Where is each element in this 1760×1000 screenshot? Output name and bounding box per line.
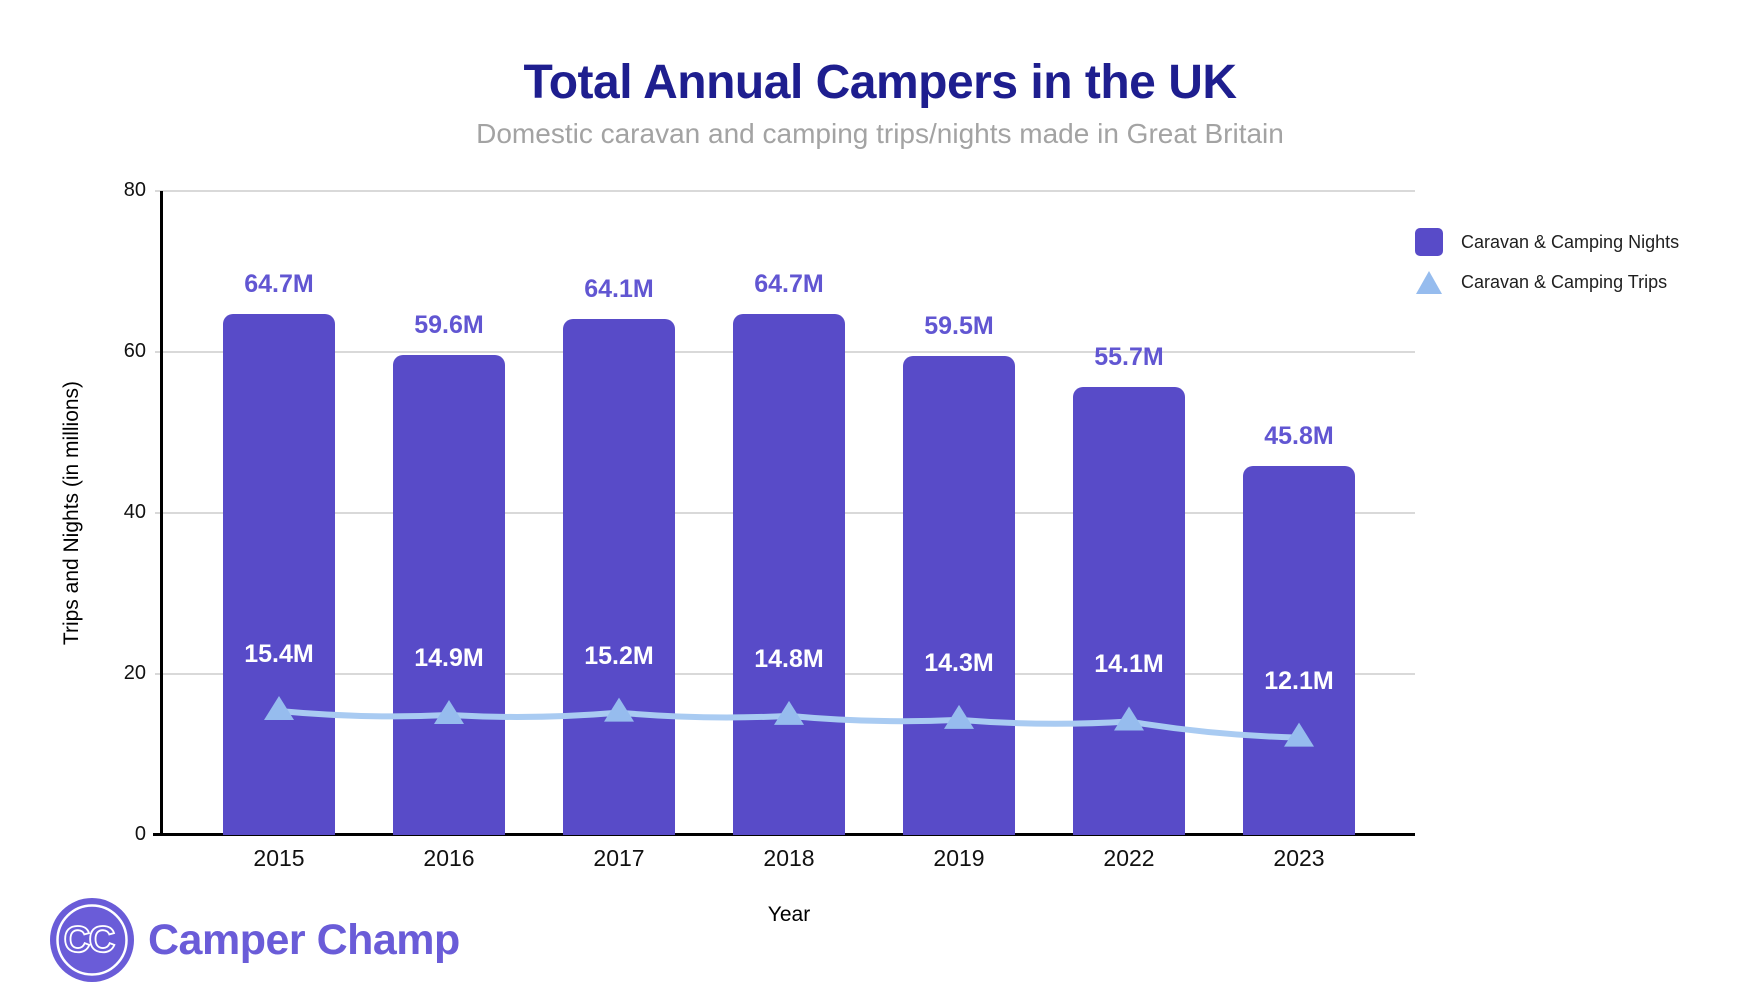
x-tick-label-2022: 2022 bbox=[1103, 845, 1155, 871]
trip-value-label-2016: 14.9M bbox=[414, 644, 484, 673]
bar-value-label-2018: 64.7M bbox=[754, 270, 824, 299]
y-tick-label-80: 80 bbox=[123, 179, 146, 201]
chart-subtitle: Domestic caravan and camping trips/night… bbox=[476, 118, 1284, 149]
y-tick-label-40: 40 bbox=[123, 501, 146, 523]
bar-2018 bbox=[733, 314, 845, 835]
bar-value-label-2016: 59.6M bbox=[414, 311, 484, 340]
x-tick-label-2016: 2016 bbox=[423, 845, 475, 871]
bar-2015 bbox=[223, 314, 335, 835]
chart-title: Total Annual Campers in the UK bbox=[523, 56, 1237, 109]
trip-value-label-2019: 14.3M bbox=[924, 648, 994, 677]
bar-value-label-2022: 55.7M bbox=[1094, 342, 1164, 371]
bar-2017 bbox=[563, 318, 675, 835]
bar-2023 bbox=[1243, 466, 1355, 835]
y-tick-label-60: 60 bbox=[123, 340, 146, 362]
gridline-80 bbox=[155, 190, 1415, 192]
y-axis-title: Trips and Nights (in millions) bbox=[60, 380, 83, 646]
bar-2019 bbox=[903, 356, 1015, 835]
x-tick-label-2023: 2023 bbox=[1273, 845, 1325, 871]
bar-value-label-2023: 45.8M bbox=[1264, 422, 1334, 451]
legend-item-trips: Caravan & Camping Trips bbox=[1415, 262, 1679, 302]
legend-square-icon bbox=[1415, 228, 1443, 256]
trip-value-label-2018: 14.8M bbox=[754, 644, 824, 673]
chart-legend: Caravan & Camping Nights Caravan & Campin… bbox=[1415, 222, 1679, 302]
bar-2022 bbox=[1073, 386, 1185, 835]
y-tick-label-0: 0 bbox=[134, 823, 146, 845]
x-tick-label-2015: 2015 bbox=[253, 845, 305, 871]
x-axis-title: Year bbox=[767, 903, 811, 926]
trip-value-label-2015: 15.4M bbox=[244, 640, 314, 669]
x-tick-label-2019: 2019 bbox=[933, 845, 985, 871]
x-tick-label-2018: 2018 bbox=[763, 845, 815, 871]
legend-label: Caravan & Camping Trips bbox=[1461, 271, 1668, 292]
svg-text:C: C bbox=[64, 919, 91, 960]
trip-value-label-2017: 15.2M bbox=[584, 641, 654, 670]
bar-value-label-2019: 59.5M bbox=[924, 312, 994, 341]
trip-value-label-2022: 14.1M bbox=[1094, 650, 1164, 679]
bar-2016 bbox=[393, 355, 505, 835]
camper-champ-logo-icon: C C bbox=[50, 898, 134, 982]
svg-text:C: C bbox=[89, 919, 116, 960]
y-tick-label-20: 20 bbox=[123, 662, 146, 684]
x-tick-label-2017: 2017 bbox=[593, 845, 645, 871]
y-axis-line bbox=[160, 191, 163, 836]
legend-triangle-icon bbox=[1416, 271, 1442, 294]
trip-value-label-2023: 12.1M bbox=[1264, 666, 1334, 695]
bar-value-label-2017: 64.1M bbox=[584, 274, 654, 303]
bar-value-label-2015: 64.7M bbox=[244, 270, 314, 299]
legend-label: Caravan & Camping Nights bbox=[1461, 231, 1680, 252]
logo-text: Camper Champ bbox=[148, 916, 460, 964]
legend-item-nights: Caravan & Camping Nights bbox=[1415, 222, 1679, 262]
